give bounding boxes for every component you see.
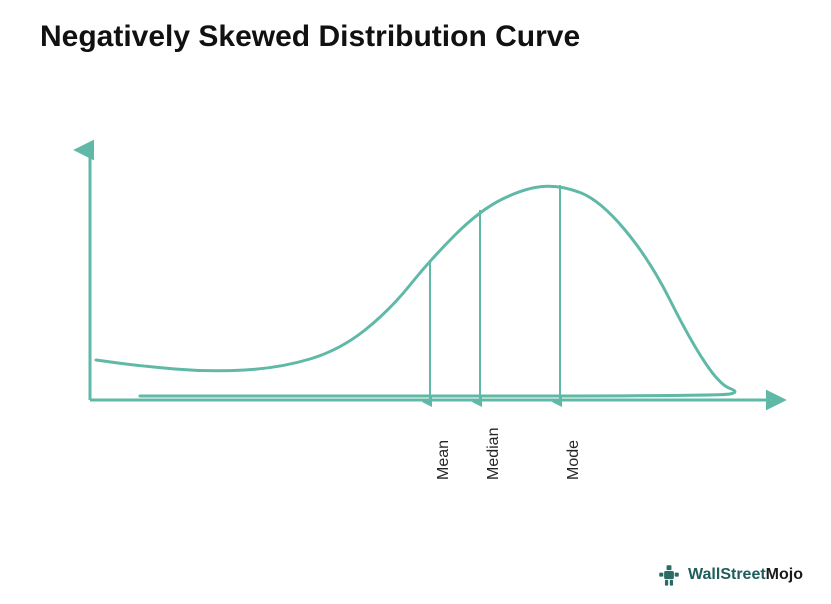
mode-label: Mode [565,440,583,480]
watermark: WallStreetMojo [656,562,803,588]
central-tendency-markers [430,185,560,402]
chart-svg [80,140,780,450]
page-title: Negatively Skewed Distribution Curve [40,20,580,54]
brand-text-part2: Mojo [766,566,803,583]
brand-logo-text: WallStreetMojo [688,566,803,584]
median-label: Median [485,428,503,480]
distribution-chart: MeanMedianMode [80,140,780,450]
mean-label: Mean [435,440,453,480]
brand-text-part1: WallStreet [688,566,766,583]
distribution-curve [96,186,735,396]
brand-logo-icon [656,562,682,588]
